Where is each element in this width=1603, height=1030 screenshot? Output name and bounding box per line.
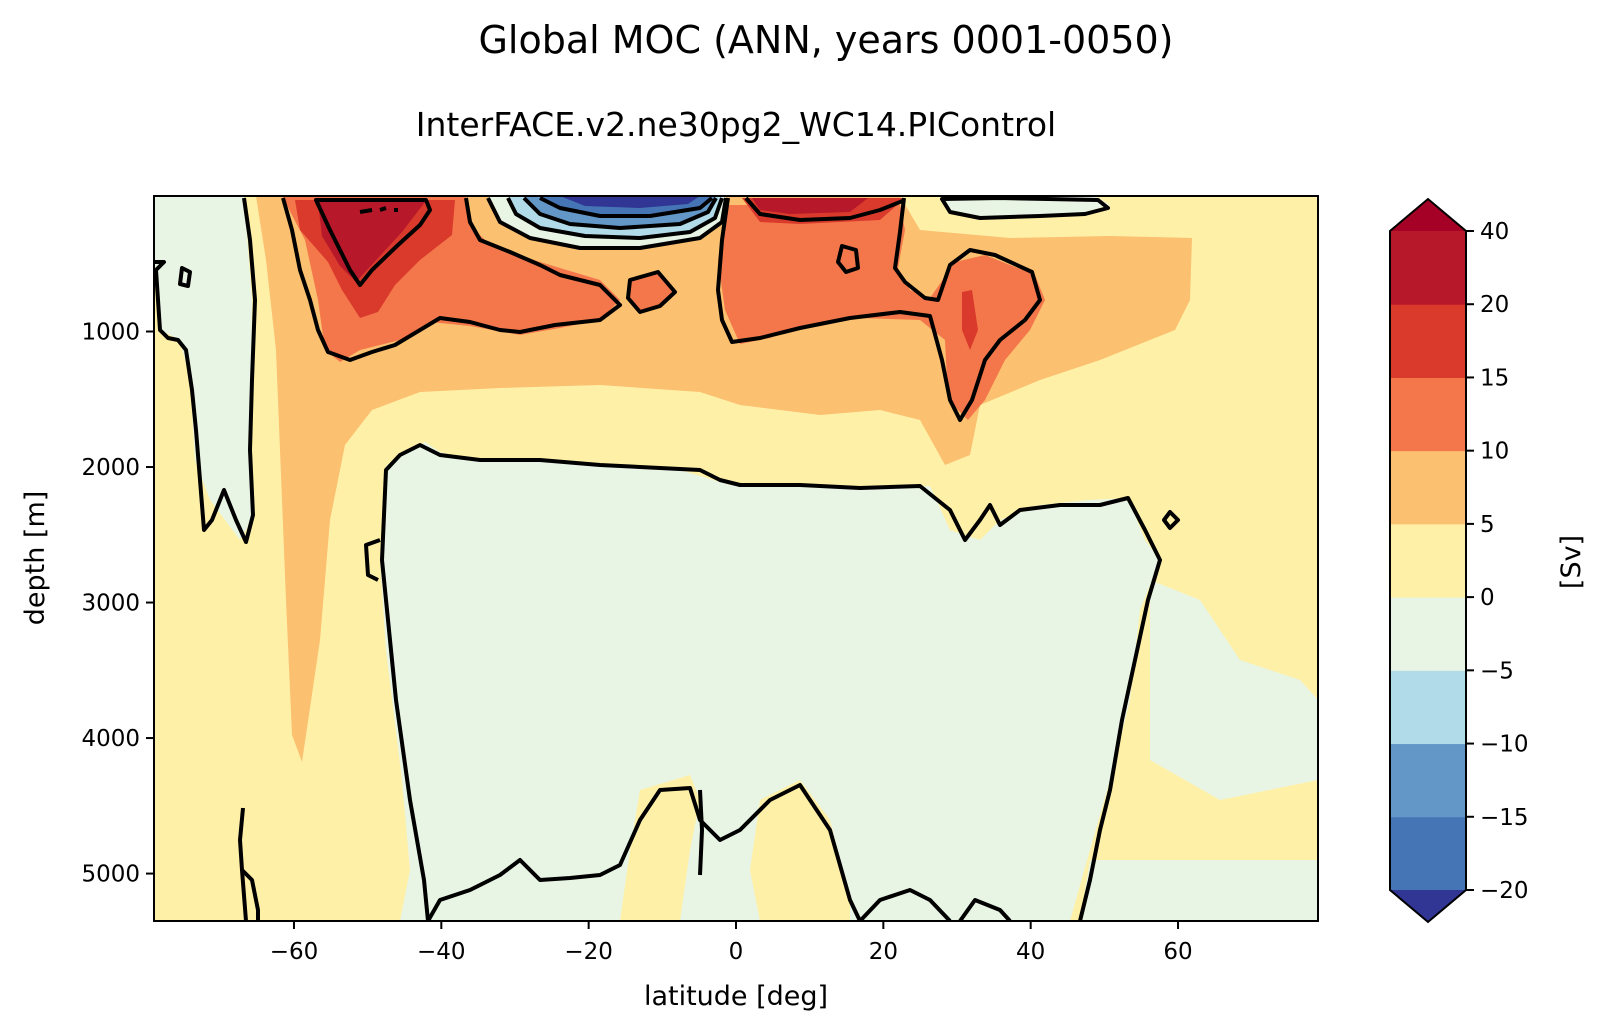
colorbar-under-triangle bbox=[1390, 890, 1466, 922]
colorbar-segment bbox=[1390, 743, 1466, 818]
colorbar-tick-label: −20 bbox=[1480, 878, 1529, 904]
colorbar-tick-label: 0 bbox=[1480, 585, 1495, 611]
contour-lines bbox=[154, 196, 1180, 921]
contour-zero-small bbox=[178, 266, 192, 288]
contour-zero-deep-left-a bbox=[238, 807, 248, 921]
fill-10-to-15-mid bbox=[628, 272, 675, 312]
colorbar-segment bbox=[1390, 523, 1466, 598]
colorbar-tick-label: 40 bbox=[1480, 219, 1509, 245]
colorbar-tick-label: 10 bbox=[1480, 439, 1509, 465]
contour-zero-southern bbox=[154, 197, 257, 544]
contour-field bbox=[154, 196, 1318, 921]
colorbar-tick-label: −15 bbox=[1480, 805, 1529, 831]
fill-pos-deep-b bbox=[750, 780, 850, 921]
y-tick-label: 4000 bbox=[81, 726, 140, 752]
contour-5-mid bbox=[626, 270, 677, 314]
x-tick-label: 0 bbox=[729, 939, 744, 965]
figure-title: Global MOC (ANN, years 0001-0050) bbox=[478, 18, 1173, 62]
colorbar-tick-label: −5 bbox=[1480, 658, 1514, 684]
contour-zero-abyssal bbox=[380, 443, 1162, 921]
y-tick-label: 1000 bbox=[81, 320, 140, 346]
contour-zero-deep-spike bbox=[698, 789, 704, 876]
colorbar-tick-label: 15 bbox=[1480, 365, 1509, 391]
y-tick-label: 5000 bbox=[81, 862, 140, 888]
x-tick-label: −20 bbox=[564, 939, 613, 965]
colorbar-segment bbox=[1390, 304, 1466, 378]
fill-15-to-20-ridge bbox=[962, 290, 978, 350]
y-tick-label: 3000 bbox=[81, 591, 140, 617]
contour-5-north-loop bbox=[836, 244, 860, 274]
contour-5-south bbox=[281, 197, 622, 362]
contour-5-north bbox=[716, 197, 1042, 422]
y-axis-label: depth [m] bbox=[20, 491, 51, 626]
colorbar-tick-label: 20 bbox=[1480, 292, 1509, 318]
contour-neg-20 bbox=[539, 196, 714, 218]
fill-pos-deep-a bbox=[620, 775, 700, 921]
contour-zero-left-notch bbox=[364, 538, 381, 582]
x-tick-label: 20 bbox=[869, 939, 898, 965]
contour-20-south-dots bbox=[359, 206, 398, 214]
fill-neg-north-deep bbox=[1150, 580, 1318, 800]
fill-under-20 bbox=[560, 196, 700, 208]
contour-neg-15 bbox=[522, 196, 718, 230]
contour-zero-bottom-right bbox=[858, 888, 952, 921]
colorbar-tick-label: 5 bbox=[1480, 512, 1495, 538]
colorbar: −20 −15 −10 −5 0 5 10 15 20 40 bbox=[1389, 197, 1529, 924]
colorbar-segment bbox=[1390, 816, 1466, 891]
contour-zero-deep-bump bbox=[426, 783, 862, 921]
contour-zero-deep-left-b bbox=[240, 868, 260, 921]
fill-neg-north-bottom bbox=[1080, 860, 1318, 921]
x-tick-label: −40 bbox=[417, 939, 466, 965]
colorbar-tick-label: −10 bbox=[1480, 732, 1529, 758]
contour-20-north bbox=[744, 196, 906, 222]
x-tick-label: 60 bbox=[1163, 939, 1192, 965]
contour-zero-bottom-right-b bbox=[958, 898, 1012, 921]
contour-neg-10 bbox=[506, 197, 724, 240]
colorbar-segment bbox=[1390, 450, 1466, 525]
fill-20-to-40-north bbox=[752, 198, 868, 214]
colorbar-over-triangle bbox=[1390, 199, 1466, 231]
x-axis-label: latitude [deg] bbox=[644, 981, 828, 1012]
contour-neg-5 bbox=[486, 197, 728, 250]
x-axis-ticks: −60 −40 −20 0 20 40 60 bbox=[270, 921, 1193, 965]
contour-zero-small-60 bbox=[1162, 510, 1180, 530]
x-tick-label: 40 bbox=[1016, 939, 1045, 965]
contour-20-south bbox=[314, 198, 432, 287]
colorbar-segment bbox=[1390, 231, 1466, 305]
x-tick-label: −60 bbox=[270, 939, 319, 965]
colorbar-segment bbox=[1390, 670, 1466, 745]
contour-zero-north-surface bbox=[940, 196, 1110, 220]
fill-neg-northern-surface bbox=[940, 196, 1110, 218]
colorbar-segment bbox=[1390, 597, 1466, 671]
figure-subtitle: InterFACE.v2.ne30pg2_WC14.PIControl bbox=[416, 105, 1056, 144]
fill-neg-abyssal bbox=[380, 442, 1160, 921]
y-tick-label: 2000 bbox=[81, 455, 140, 481]
colorbar-label: [Sv] bbox=[1556, 535, 1587, 589]
colorbar-segment bbox=[1390, 377, 1466, 452]
y-axis-ticks: 1000 2000 3000 4000 5000 bbox=[81, 320, 154, 888]
